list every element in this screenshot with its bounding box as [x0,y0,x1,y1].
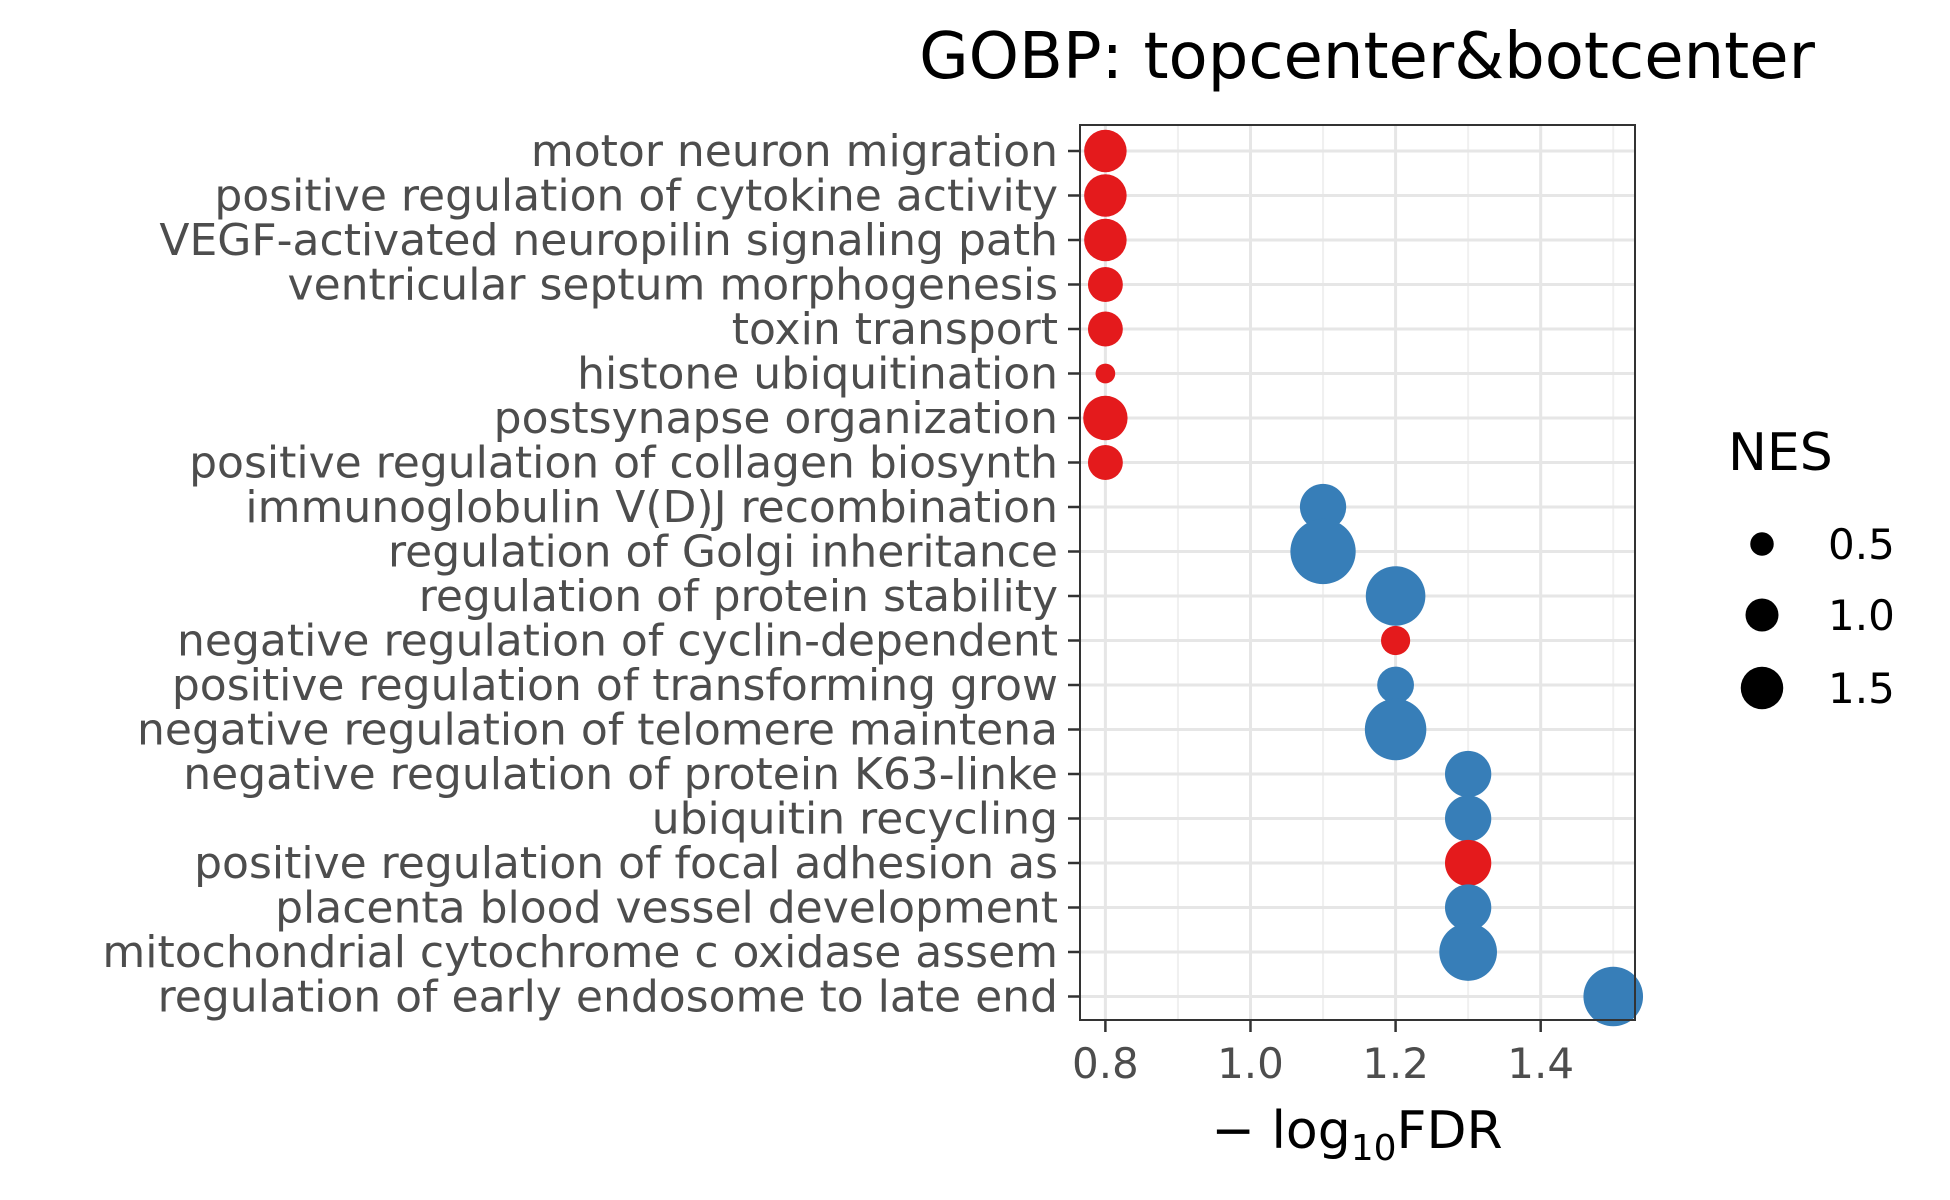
y-tick-label: negative regulation of cyclin-dependent [177,616,1058,667]
chart-title: GOBP: topcenter&botcenter [919,20,1816,94]
legend-label: 1.5 [1828,664,1895,713]
data-point [1087,311,1123,347]
data-point [1084,174,1127,217]
x-tick-label: 1.4 [1507,1039,1574,1088]
data-point [1444,750,1492,798]
legend-title: NES [1728,423,1833,483]
y-tick-label: positive regulation of focal adhesion as [194,838,1058,889]
y-tick-label: mitochondrial cytochrome c oxidase assem [102,927,1058,978]
legend-key [1745,598,1779,632]
x-axis-title: − log10FDR [1211,1101,1502,1169]
plot-panel-border [1079,124,1636,1021]
legend-key [1750,532,1774,556]
minor-gridlines [1176,125,1615,1020]
x-axis-title-prefix: − log [1211,1101,1350,1161]
y-tick-label: VEGF-activated neuropilin signaling path [159,215,1058,266]
legend-label: 1.0 [1828,591,1895,640]
x-tick-label: 1.0 [1217,1039,1284,1088]
y-tick-label: negative regulation of telomere maintena [137,705,1058,756]
data-point [1377,666,1414,704]
y-tick-label: immunoglobulin V(D)J recombination [245,482,1058,533]
y-tick-label: postsynapse organization [494,393,1058,444]
data-point [1084,129,1127,173]
data-point [1083,395,1128,441]
y-tick-label: ubiquitin recycling [652,794,1058,845]
data-point [1380,625,1411,656]
data-points [1083,129,1644,1027]
size-legend: NES 0.5 1.0 1.5 [1728,423,1895,713]
y-tick-label: negative regulation of protein K63-linke [183,749,1058,800]
data-point [1084,218,1127,262]
y-tick-label: positive regulation of cytokine activity [214,171,1058,222]
x-axis-title-subscript: 10 [1351,1128,1397,1169]
major-gridlines [1080,125,1635,1020]
y-tick-label: regulation of Golgi inheritance [388,527,1058,578]
data-point [1299,483,1347,531]
y-tick-label: positive regulation of transforming grow [172,660,1058,711]
data-point [1444,795,1492,842]
y-tick-label: histone ubiquitination [577,349,1058,400]
legend-label: 0.5 [1828,520,1895,569]
x-tick-label: 1.2 [1362,1039,1429,1088]
y-tick-label: placenta blood vessel development [275,883,1058,934]
data-point [1439,923,1497,981]
x-tick-label: 0.8 [1072,1039,1139,1088]
legend-key [1740,666,1784,710]
data-point [1444,839,1492,887]
x-axis: 0.8 1.0 1.2 1.4 [1072,1020,1574,1088]
data-point [1087,445,1123,480]
data-point [1365,566,1426,626]
y-tick-label: regulation of early endosome to late end [158,972,1058,1023]
data-point [1290,518,1356,585]
data-point [1364,698,1427,761]
x-axis-title-suffix: FDR [1397,1101,1503,1161]
plot-panel [1080,125,1635,1020]
y-tick-label: regulation of protein stability [419,571,1058,622]
data-point [1087,267,1123,302]
data-point [1583,966,1644,1027]
y-tick-label: motor neuron migration [531,126,1058,177]
y-tick-label: positive regulation of collagen biosynth [189,438,1058,489]
y-tick-label: ventricular septum morphogenesis [288,260,1058,311]
data-point [1444,884,1492,931]
data-point [1095,363,1116,384]
y-tick-label: toxin transport [732,304,1058,355]
